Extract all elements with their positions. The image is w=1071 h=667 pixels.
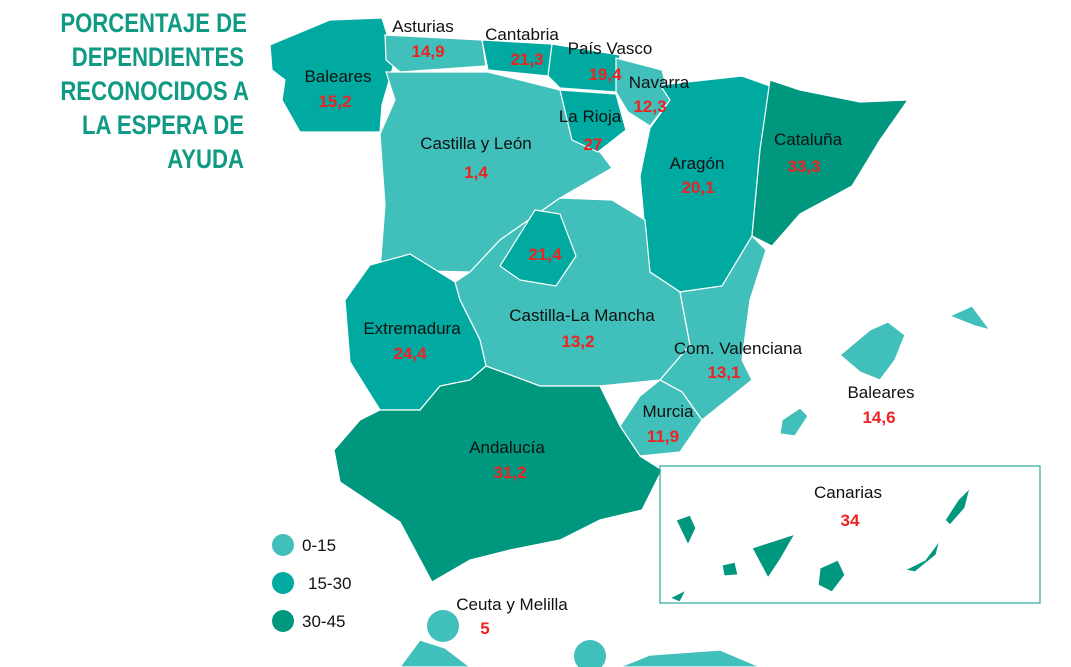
region-name: Castilla y León xyxy=(420,134,532,153)
region-value: 5 xyxy=(480,619,489,638)
region-value: 14,9 xyxy=(411,42,444,61)
title-line: PORCENTAJE DE xyxy=(60,8,247,38)
region-asturias[interactable] xyxy=(384,34,487,73)
region-value: 21,3 xyxy=(510,50,543,69)
region-navarra[interactable] xyxy=(615,57,671,127)
canarias-inset-frame xyxy=(659,465,1041,604)
region-value: 27 xyxy=(584,135,603,154)
region-value: 12,3 xyxy=(633,97,666,116)
region-name: La Rioja xyxy=(559,107,622,126)
region-com-valenciana[interactable] xyxy=(659,235,767,421)
region-value: 34 xyxy=(841,511,860,530)
region-cataluna[interactable] xyxy=(751,79,910,247)
region-name: Extremadura xyxy=(363,319,461,338)
map-title: PORCENTAJE DE DEPENDIENTES RECONOCIDOS A… xyxy=(60,6,249,176)
legend-swatch-30-45 xyxy=(272,610,294,632)
region-value: 19,4 xyxy=(588,65,622,84)
region-name: Aragón xyxy=(670,154,725,173)
north-africa-coast xyxy=(399,639,471,667)
region-pais-vasco[interactable] xyxy=(547,43,621,93)
region-name: Cataluña xyxy=(774,130,843,149)
region-baleares-mallorca[interactable] xyxy=(839,321,906,381)
region-value: 24,4 xyxy=(393,344,427,363)
title-line: LA ESPERA DE xyxy=(82,110,244,140)
region-name: Cantabria xyxy=(485,25,559,44)
region-name: Ceuta y Melilla xyxy=(456,595,568,614)
region-value: 11,9 xyxy=(647,427,679,446)
region-name: Andalucía xyxy=(469,438,545,457)
region-baleares-ibiza[interactable] xyxy=(779,407,809,437)
region-value: 33,3 xyxy=(787,157,820,176)
region-andalucia[interactable] xyxy=(333,365,663,583)
region-galicia[interactable] xyxy=(269,17,396,133)
region-name: Canarias xyxy=(814,483,882,502)
region-value-madrid: 21,4 xyxy=(528,245,562,264)
region-la-rioja[interactable] xyxy=(559,89,627,153)
region-value: 13,1 xyxy=(707,363,740,382)
region-baleares-menorca[interactable] xyxy=(948,305,992,332)
region-name: Castilla-La Mancha xyxy=(509,306,655,325)
region-name: Asturias xyxy=(392,17,453,36)
region-name: Murcia xyxy=(642,402,694,421)
region-value: 20,1 xyxy=(681,178,714,197)
region-murcia[interactable] xyxy=(619,379,703,457)
legend-label: 0-15 xyxy=(302,536,336,555)
legend-label: 30-45 xyxy=(302,612,345,631)
region-value: 13,2 xyxy=(561,332,594,351)
title-line: AYUDA xyxy=(167,144,244,174)
legend-swatch-0-15 xyxy=(272,534,294,556)
north-africa-coast xyxy=(619,649,761,667)
region-name: Baleares xyxy=(847,383,914,402)
region-name: Com. Valenciana xyxy=(674,339,803,358)
title-line: RECONOCIDOS A xyxy=(60,76,249,106)
region-madrid[interactable] xyxy=(499,209,577,287)
legend-swatch-15-30 xyxy=(272,572,294,594)
legend-label: 15-30 xyxy=(308,574,351,593)
region-name: Navarra xyxy=(629,73,690,92)
region-melilla[interactable] xyxy=(574,640,606,667)
region-name: País Vasco xyxy=(568,39,653,58)
region-ceuta[interactable] xyxy=(427,610,459,642)
region-value: 1,4 xyxy=(464,163,488,182)
region-name: Baleares xyxy=(304,67,371,86)
title-line: DEPENDIENTES xyxy=(71,42,244,72)
region-value: 15,2 xyxy=(318,92,351,111)
region-canarias[interactable] xyxy=(668,486,972,603)
region-value: 31,2 xyxy=(493,463,526,482)
region-value: 14,6 xyxy=(862,408,895,427)
